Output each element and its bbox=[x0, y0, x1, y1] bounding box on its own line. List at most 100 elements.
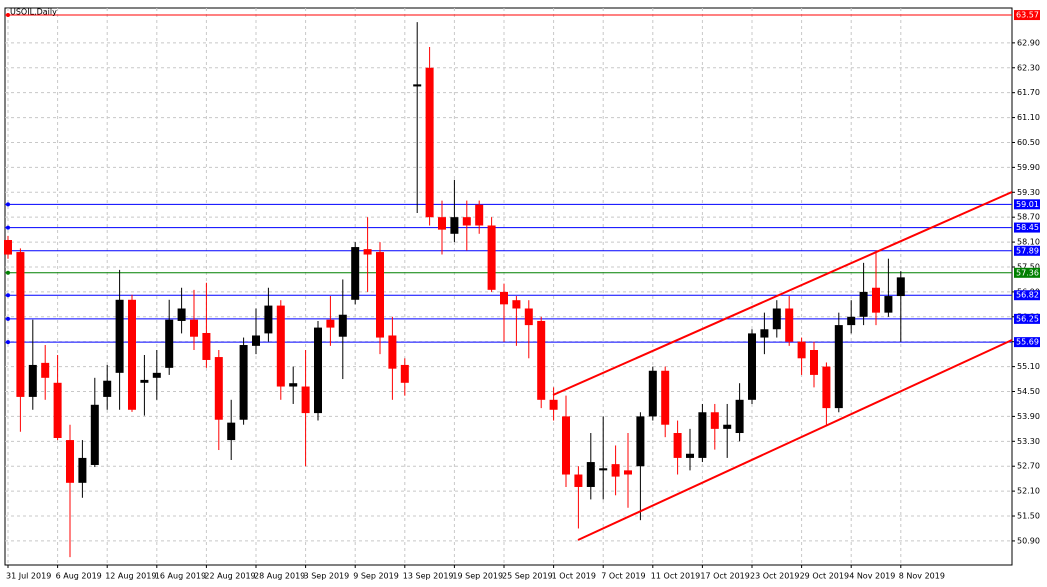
x-tick-label: 4 Nov 2019 bbox=[849, 572, 895, 581]
level-label-box bbox=[1014, 245, 1040, 256]
y-tick-label: 52.70 bbox=[1017, 462, 1040, 471]
candle-body bbox=[264, 305, 273, 334]
candle-body bbox=[53, 382, 62, 438]
candle-body bbox=[847, 316, 856, 326]
x-tick-label: 3 Sep 2019 bbox=[304, 572, 350, 581]
candle-body bbox=[896, 277, 905, 297]
candle-body bbox=[636, 416, 645, 467]
candle-body bbox=[686, 453, 694, 458]
x-tick-label: 1 Oct 2019 bbox=[552, 572, 596, 581]
y-tick-label: 52.10 bbox=[1017, 487, 1040, 496]
x-tick-label: 12 Aug 2019 bbox=[105, 572, 156, 581]
x-tick-label: 31 Jul 2019 bbox=[6, 572, 51, 581]
candle-body bbox=[500, 291, 508, 305]
candle-body bbox=[611, 464, 620, 477]
y-tick-label: 58.70 bbox=[1017, 213, 1040, 222]
level-anchor bbox=[6, 225, 10, 230]
candle-body bbox=[723, 424, 732, 429]
candle-body bbox=[810, 350, 818, 375]
candle-body bbox=[202, 332, 211, 360]
candle-body bbox=[673, 433, 682, 458]
candle-body bbox=[252, 335, 260, 346]
channel-lower bbox=[577, 339, 1013, 541]
candle-body bbox=[624, 470, 632, 475]
channel-upper bbox=[552, 191, 1013, 396]
x-tick-label: 9 Sep 2019 bbox=[353, 572, 399, 581]
candle-body bbox=[487, 225, 496, 290]
candle-body bbox=[537, 320, 546, 400]
candle-body bbox=[438, 217, 446, 230]
candle-body bbox=[214, 357, 223, 420]
candle-body bbox=[710, 412, 719, 429]
x-tick-label: 29 Oct 2019 bbox=[800, 572, 849, 581]
candle-body bbox=[140, 379, 149, 383]
candle-body bbox=[425, 67, 434, 218]
chart-title: USOIL,Daily bbox=[10, 8, 57, 17]
x-tick-label: 6 Aug 2019 bbox=[56, 572, 102, 581]
x-tick-label: 17 Oct 2019 bbox=[700, 572, 749, 581]
candle-body bbox=[326, 319, 335, 328]
candle-body bbox=[351, 247, 360, 300]
candle-body bbox=[376, 252, 384, 338]
y-tick-label: 55.10 bbox=[1017, 362, 1040, 371]
x-tick-label: 13 Sep 2019 bbox=[403, 572, 454, 581]
candle-body bbox=[797, 341, 806, 359]
y-tick-label: 60.50 bbox=[1017, 138, 1040, 147]
candle-body bbox=[301, 386, 310, 414]
x-tick-label: 11 Oct 2019 bbox=[651, 572, 700, 581]
candle-body bbox=[227, 422, 236, 441]
y-tick-label: 53.90 bbox=[1017, 412, 1040, 421]
level-label: 55.69 bbox=[1016, 338, 1039, 347]
candle-body bbox=[698, 412, 707, 458]
candle-body bbox=[90, 404, 99, 465]
level-label: 56.25 bbox=[1016, 314, 1039, 323]
candle-body bbox=[462, 217, 471, 226]
candle-body bbox=[884, 296, 893, 313]
candle-body bbox=[859, 291, 868, 317]
candle-body bbox=[872, 287, 880, 313]
candle-body bbox=[599, 468, 608, 471]
level-anchor bbox=[6, 270, 10, 275]
level-label-box bbox=[1014, 290, 1040, 301]
y-tick-label: 59.90 bbox=[1017, 163, 1040, 172]
x-tick-label: 23 Oct 2019 bbox=[750, 572, 799, 581]
candle-body bbox=[661, 370, 670, 425]
candle-body bbox=[115, 299, 124, 373]
x-tick-label: 25 Sep 2019 bbox=[502, 572, 553, 581]
candle-body bbox=[165, 319, 174, 368]
x-tick-label: 7 Oct 2019 bbox=[601, 572, 645, 581]
candle-body bbox=[648, 370, 657, 417]
x-tick-label: 16 Aug 2019 bbox=[155, 572, 206, 581]
candle-body bbox=[450, 217, 459, 234]
y-tick-label: 62.90 bbox=[1017, 38, 1040, 47]
y-tick-label: 54.50 bbox=[1017, 387, 1040, 396]
level-label: 56.82 bbox=[1016, 291, 1039, 300]
candle-body bbox=[78, 457, 87, 483]
candle-body bbox=[16, 252, 25, 397]
candle-body bbox=[574, 474, 583, 487]
candle-body bbox=[413, 84, 422, 87]
level-anchor bbox=[6, 340, 10, 345]
candle-body bbox=[772, 308, 781, 330]
candle-body bbox=[28, 364, 37, 397]
candle-body bbox=[549, 399, 558, 410]
candle-body bbox=[586, 462, 595, 487]
level-label-box bbox=[1014, 199, 1040, 210]
candle-body bbox=[562, 416, 570, 475]
candle-body bbox=[388, 335, 397, 369]
candle-body bbox=[760, 329, 769, 338]
candle-body bbox=[289, 383, 298, 387]
candle-body bbox=[735, 399, 744, 434]
candle-body bbox=[748, 333, 756, 400]
y-tick-label: 50.90 bbox=[1017, 536, 1040, 545]
level-label: 63.57 bbox=[1016, 11, 1039, 20]
y-tick-label: 58.10 bbox=[1017, 238, 1040, 247]
level-label-box bbox=[1014, 267, 1040, 278]
candle-body bbox=[128, 299, 136, 410]
candle-body bbox=[475, 204, 484, 226]
candle-body bbox=[822, 366, 831, 409]
candle-body bbox=[524, 308, 533, 326]
level-anchor bbox=[6, 202, 10, 207]
y-tick-label: 51.50 bbox=[1017, 512, 1040, 521]
